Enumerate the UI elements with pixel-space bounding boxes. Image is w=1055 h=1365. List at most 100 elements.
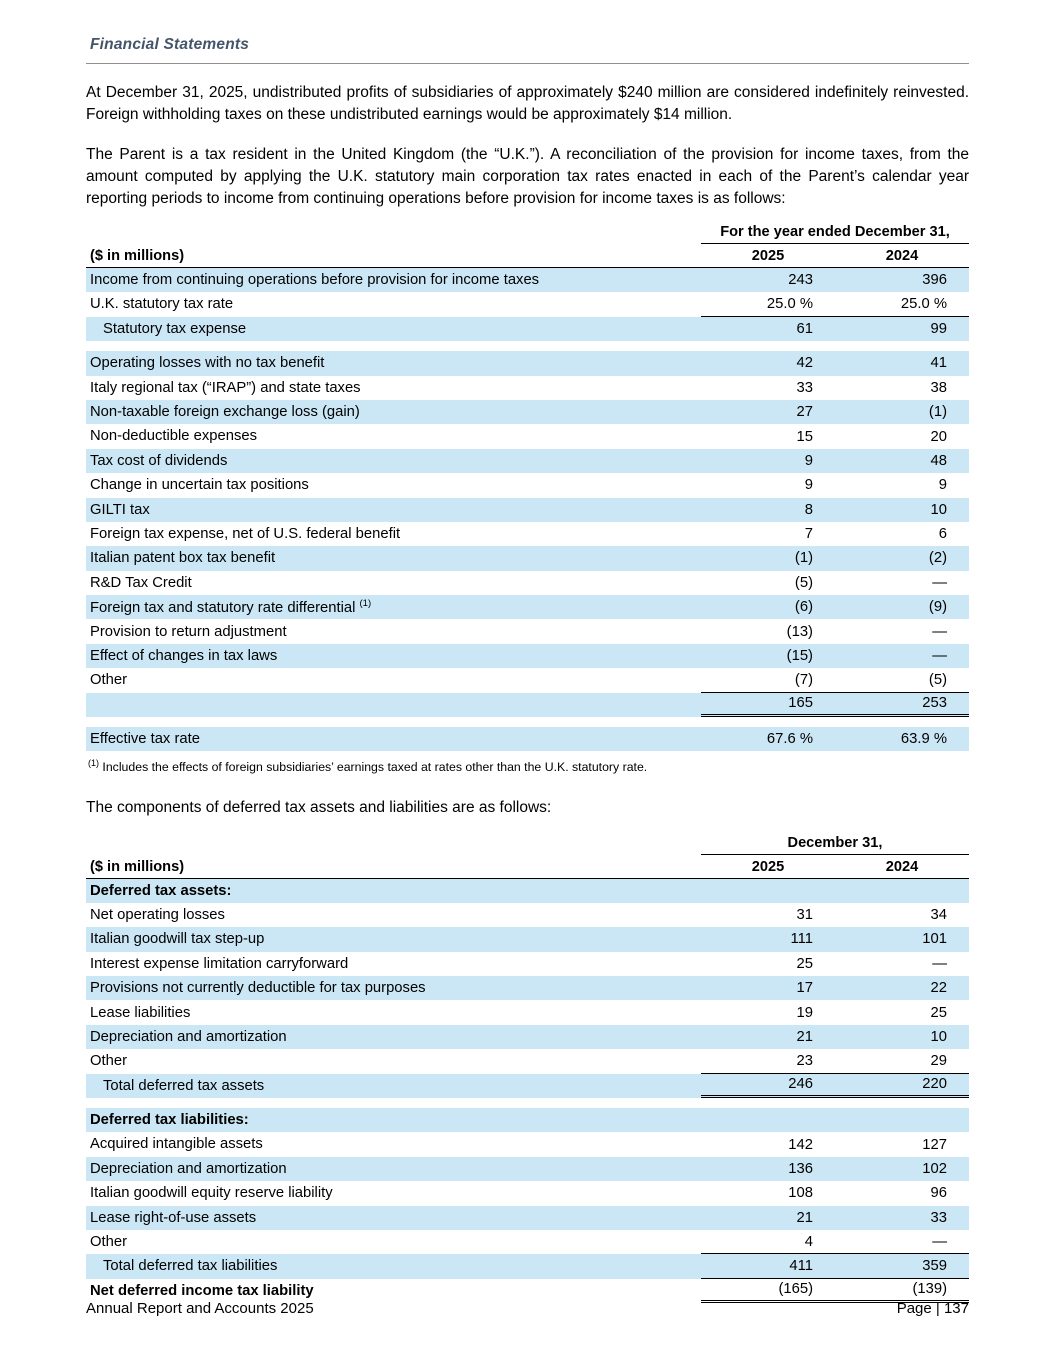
row-label: Deferred tax assets: xyxy=(86,883,701,899)
table-row: Italy regional tax (“IRAP”) and state ta… xyxy=(86,376,969,400)
table-row: Italian goodwill tax step-up 111 101 xyxy=(86,927,969,952)
value-2024: 48 xyxy=(930,452,947,469)
value-2025: (7) xyxy=(701,668,835,693)
value-2025: 7 xyxy=(804,526,813,543)
value-2025: 42 xyxy=(796,355,813,372)
table2-column-header-2025: 2025 xyxy=(751,858,785,875)
value-2025: 15 xyxy=(796,428,813,445)
paragraph-deferred-tax-intro: The components of deferred tax assets an… xyxy=(86,798,552,816)
value-2025: 67.6 % xyxy=(766,731,813,748)
value-2025: 23 xyxy=(701,1049,835,1074)
value-2025: 21 xyxy=(796,1209,813,1226)
value-2024: 29 xyxy=(835,1049,969,1074)
spacer-row xyxy=(86,717,969,727)
row-label: R&D Tax Credit xyxy=(86,575,701,591)
row-label: Non-taxable foreign exchange loss (gain) xyxy=(86,404,701,420)
value-2025: 19 xyxy=(796,1004,813,1021)
table-row: Italian patent box tax benefit (1) (2) xyxy=(86,546,969,571)
row-label-text: Provision to return adjustment xyxy=(90,623,287,640)
value-2024 xyxy=(835,879,969,903)
value-2024: 10 xyxy=(930,1029,947,1046)
value-2025: 165 xyxy=(701,693,835,718)
deferred-tax-table: December 31, ($ in millions) 2025 2024 D… xyxy=(86,835,969,1304)
value-2025: 9 xyxy=(804,452,813,469)
table2-column-header-2024: 2024 xyxy=(885,858,919,875)
footnote-ref: (1) xyxy=(359,597,372,609)
table2-column-header-label: ($ in millions) xyxy=(90,858,185,875)
table2-span-header: December 31, xyxy=(701,835,969,855)
table-row: Interest expense limitation carryforward… xyxy=(86,952,969,976)
row-label-text: Provisions not currently deductible for … xyxy=(90,980,426,997)
row-label-text: Foreign tax expense, net of U.S. federal… xyxy=(90,525,401,542)
row-label: Other xyxy=(86,1234,701,1250)
row-label-text: Net deferred income tax liability xyxy=(90,1282,314,1299)
row-label: Foreign tax expense, net of U.S. federal… xyxy=(86,526,701,542)
value-2024: (9) xyxy=(928,599,947,616)
tax-reconciliation-table-body: Income from continuing operations before… xyxy=(86,268,969,752)
value-2025: 25 xyxy=(796,955,813,972)
row-label: Other xyxy=(86,1053,701,1069)
table-row: R&D Tax Credit (5) — xyxy=(86,571,969,595)
tax-reconciliation-table: For the year ended December 31, ($ in mi… xyxy=(86,224,969,752)
row-label-text: Other xyxy=(90,672,128,689)
table-row: Lease liabilities 19 25 xyxy=(86,1000,969,1024)
table-row: Non-taxable foreign exchange loss (gain)… xyxy=(86,399,969,425)
row-label-text: Deferred tax assets: xyxy=(90,882,232,899)
row-label: Effect of changes in tax laws xyxy=(86,648,701,664)
row-label: Other xyxy=(86,672,701,688)
paragraph-tax-reconciliation-intro: The Parent is a tax resident in the Unit… xyxy=(86,146,969,207)
table-row: Net deferred income tax liability (165) (1… xyxy=(86,1279,969,1304)
table-row: Non-deductible expenses 15 20 xyxy=(86,424,969,448)
table-row: GILTI tax 8 10 xyxy=(86,497,969,522)
table-row: 165 253 xyxy=(86,692,969,718)
row-label: Effective tax rate xyxy=(86,731,701,747)
row-label: Deferred tax liabilities: xyxy=(86,1112,701,1128)
row-label-text: Operating losses with no tax benefit xyxy=(90,355,325,372)
row-label-text: Effect of changes in tax laws xyxy=(90,647,278,664)
section-header: Financial Statements xyxy=(86,32,969,64)
footer-report-title: Annual Report and Accounts 2025 xyxy=(86,1300,314,1317)
table-row: Operating losses with no tax benefit 42 41 xyxy=(86,351,969,376)
row-label-text: Depreciation and amortization xyxy=(90,1028,287,1045)
row-label: U.K. statutory tax rate xyxy=(86,296,701,312)
value-2024: (1) xyxy=(928,404,947,421)
row-label: Operating losses with no tax benefit xyxy=(86,355,701,371)
row-label-text: Interest expense limitation carryforward xyxy=(90,955,349,972)
value-2025: 142 xyxy=(788,1136,813,1153)
row-label: Income from continuing operations before… xyxy=(86,272,701,288)
table-row: Tax cost of dividends 9 48 xyxy=(86,448,969,474)
row-label-text: Other xyxy=(90,1053,128,1070)
row-label-text: Italian patent box tax benefit xyxy=(90,550,276,567)
table-row: Lease right-of-use assets 21 33 xyxy=(86,1205,969,1230)
row-label: Provision to return adjustment xyxy=(86,624,701,640)
row-label: Italian patent box tax benefit xyxy=(86,550,701,566)
row-label: GILTI tax xyxy=(86,502,701,518)
value-2024: 102 xyxy=(922,1161,947,1177)
row-label-text: Statutory tax expense xyxy=(103,320,247,337)
value-2025: 9 xyxy=(804,477,813,494)
value-2025: 31 xyxy=(796,907,813,924)
row-label-text: Lease right-of-use assets xyxy=(90,1209,257,1226)
value-2024: (139) xyxy=(835,1279,969,1304)
value-2025: 33 xyxy=(796,379,813,396)
value-2025: 8 xyxy=(804,501,813,518)
table-row: Other 23 29 xyxy=(86,1049,969,1074)
value-2024: 359 xyxy=(835,1254,969,1279)
table-row: Provisions not currently deductible for … xyxy=(86,976,969,1001)
value-2025 xyxy=(701,879,835,903)
table-row: Net operating losses 31 34 xyxy=(86,903,969,927)
table1-column-header-2025: 2025 xyxy=(751,248,785,264)
value-2024 xyxy=(835,1108,969,1132)
value-2025: 61 xyxy=(796,320,813,337)
row-label-text: Tax cost of dividends xyxy=(90,452,228,469)
paragraph-undistributed-profits: At December 31, 2025, undistributed prof… xyxy=(86,84,969,123)
row-label: Depreciation and amortization xyxy=(86,1161,701,1177)
deferred-tax-table-body: Deferred tax assets: Net operating losses… xyxy=(86,878,969,1304)
table-row: Effective tax rate 67.6 % 63.9 % xyxy=(86,727,969,752)
row-label-text: Net operating losses xyxy=(90,906,225,923)
value-2024: (2) xyxy=(928,550,947,567)
value-2024: 6 xyxy=(938,526,947,543)
row-label-text: Italy regional tax (“IRAP”) and state ta… xyxy=(90,379,361,396)
row-label-text: Deferred tax liabilities: xyxy=(90,1112,249,1129)
row-label: Total deferred tax liabilities xyxy=(86,1258,701,1274)
